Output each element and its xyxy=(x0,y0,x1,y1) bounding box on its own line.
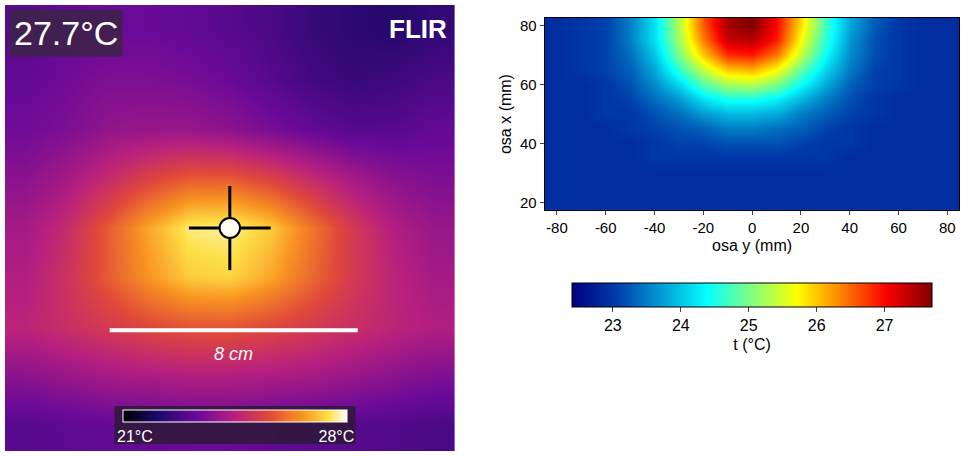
svg-text:21°C: 21°C xyxy=(117,428,153,445)
svg-text:80: 80 xyxy=(520,17,537,34)
svg-text:60: 60 xyxy=(890,219,907,236)
svg-text:-20: -20 xyxy=(692,219,714,236)
svg-text:20: 20 xyxy=(793,219,810,236)
svg-text:osa x (mm): osa x (mm) xyxy=(497,74,514,154)
svg-text:-80: -80 xyxy=(546,219,568,236)
svg-text:20: 20 xyxy=(520,194,537,211)
svg-text:-60: -60 xyxy=(595,219,617,236)
svg-text:40: 40 xyxy=(841,219,858,236)
svg-text:60: 60 xyxy=(520,76,537,93)
svg-text:40: 40 xyxy=(520,135,537,152)
svg-text:28°C: 28°C xyxy=(318,428,354,445)
svg-text:t (°C): t (°C) xyxy=(733,336,771,353)
svg-text:-40: -40 xyxy=(644,219,666,236)
svg-text:8 cm: 8 cm xyxy=(214,344,253,364)
svg-text:26: 26 xyxy=(808,317,826,334)
svg-text:FLIR: FLIR xyxy=(389,14,447,44)
svg-text:27: 27 xyxy=(876,317,894,334)
svg-text:25: 25 xyxy=(740,317,758,334)
svg-text:80: 80 xyxy=(939,219,956,236)
svg-text:23: 23 xyxy=(604,317,622,334)
svg-text:0: 0 xyxy=(748,219,756,236)
svg-text:osa y (mm): osa y (mm) xyxy=(712,237,792,254)
svg-text:24: 24 xyxy=(672,317,690,334)
svg-text:27.7°C: 27.7°C xyxy=(14,14,118,52)
